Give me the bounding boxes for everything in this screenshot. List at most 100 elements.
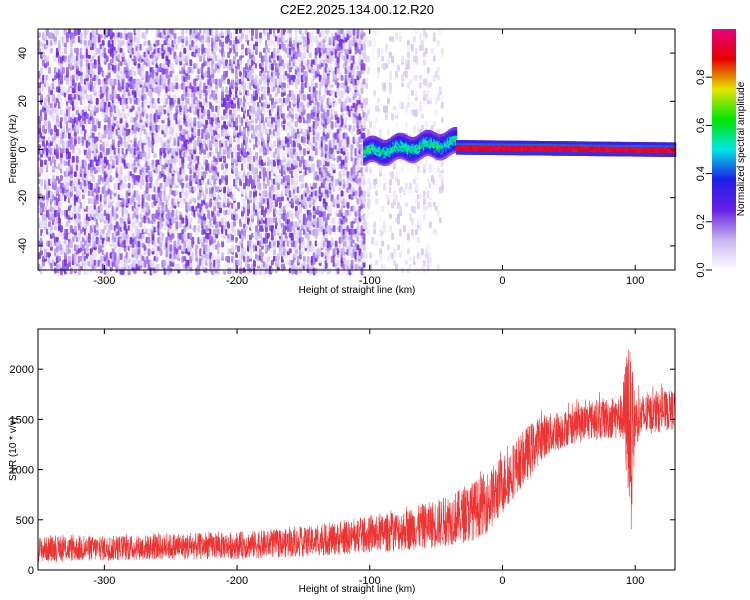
spectrogram-cell: [57, 240, 61, 247]
spectrogram-cell: [119, 136, 123, 145]
spectrogram-cell: [53, 36, 57, 42]
spectrogram-cell: [155, 178, 159, 187]
spectrogram-cell: [217, 128, 221, 135]
spectrogram-cell: [125, 209, 129, 216]
spectrogram-cell: [171, 63, 175, 71]
spectrogram-cell: [143, 32, 147, 40]
spectrogram-cell: [207, 244, 211, 252]
spectrogram-cell: [125, 28, 129, 34]
spectrogram-cell: [95, 74, 99, 81]
spectrogram-cell: [85, 244, 89, 252]
spectrogram-cell: [149, 90, 153, 98]
spectrogram-cell: [286, 175, 290, 183]
spectrogram-cell: [207, 109, 211, 117]
spectrogram-cell: [225, 163, 229, 169]
spectrogram-cell: [97, 167, 101, 173]
spectrogram-cell: [165, 97, 169, 105]
spectrogram-cell: [310, 151, 314, 157]
spectrogram-cell: [257, 140, 260, 146]
spectrogram-cell: [165, 67, 169, 73]
spectrogram-cell: [133, 90, 137, 99]
spectrogram-cell: [46, 55, 49, 63]
spectrogram-cell: [173, 94, 177, 101]
spectrogram-cell: [111, 171, 115, 178]
spectrogram-cell: [49, 47, 53, 54]
spectrogram-cell: [121, 51, 125, 58]
spectrogram-cell: [302, 148, 306, 156]
spectrogram-cell: [99, 28, 103, 35]
spectrogram-cell: [211, 105, 215, 113]
spectrogram-cell: [127, 186, 131, 193]
spectrogram-cell: [115, 213, 119, 219]
spectrogram-cell: [171, 209, 175, 218]
spectrogram-cell: [189, 59, 193, 67]
spectrogram-cell: [123, 59, 127, 66]
spectrogram-cell: [83, 186, 87, 194]
spectrogram-cell: [81, 194, 85, 200]
spectrogram-cell: [149, 175, 153, 183]
spectrogram-cell: [119, 117, 123, 124]
spectrogram-cell: [77, 190, 81, 197]
spectrogram-cell: [53, 178, 57, 186]
spectrogram-cell: [225, 175, 229, 183]
spectrogram-cell: [262, 86, 266, 95]
spectrogram-cell: [151, 182, 155, 189]
spectrogram-cell: [69, 190, 73, 198]
spectrogram-cell: [169, 244, 173, 252]
spectrogram-cell: [137, 240, 141, 248]
spectrogram-cell: [105, 55, 109, 63]
spectrogram-cell: [49, 225, 53, 231]
spectrogram-cell: [193, 186, 197, 192]
spectrogram-cell: [79, 74, 83, 82]
spectrogram-cell: [97, 78, 101, 86]
spectrogram-cell: [141, 43, 145, 52]
spectrogram-cell: [193, 198, 197, 204]
spectrogram-cell: [113, 236, 117, 243]
spectrogram-cell: [243, 82, 246, 91]
spectrogram-cell: [243, 240, 246, 249]
spectrogram-cell: [73, 178, 77, 185]
spectrogram-cell: [221, 86, 225, 92]
spectrogram-cell: [255, 151, 258, 160]
spectrogram-cell: [95, 97, 99, 105]
spectrogram-cell: [278, 74, 282, 82]
spectrogram-cell: [147, 194, 151, 202]
spectrogram-cell: [133, 55, 137, 63]
spectrogram-cell: [225, 70, 229, 78]
spectrogram-cell: [73, 171, 77, 178]
spectrogram-cell: [137, 194, 141, 202]
spectrogram-cell: [147, 40, 151, 46]
spectrogram-cell: [55, 97, 59, 103]
spectrogram-cell: [223, 186, 227, 194]
spectrogram-cell: [141, 232, 145, 239]
spectrogram-cell: [95, 198, 99, 205]
spectrogram-cell: [147, 236, 151, 244]
spectrogram-cell: [163, 109, 167, 115]
spectrogram-cell: [119, 32, 123, 39]
spectrogram-cell: [143, 40, 147, 47]
spectrogram-cell: [49, 128, 53, 136]
spectrogram-cell: [149, 28, 153, 36]
spectrogram-cell: [111, 32, 115, 38]
spectrogram-cell: [245, 136, 248, 144]
spectrogram-cell: [40, 67, 43, 75]
spectrogram-cell: [55, 151, 59, 160]
spectrogram-cell: [231, 244, 235, 253]
spectrogram-cell: [266, 252, 270, 258]
spectrogram-cell: [155, 132, 159, 138]
spectrogram-cell: [137, 63, 141, 69]
spectrogram-cell: [48, 74, 51, 81]
spectrogram-cell: [85, 113, 89, 120]
spectrogram-cell: [40, 167, 43, 174]
spectrogram-cell: [127, 252, 131, 260]
spectrogram-cell: [77, 148, 81, 155]
spectrogram-cell: [67, 248, 71, 254]
spectrogram-cell: [159, 248, 163, 256]
spectrogram-cell: [157, 28, 161, 34]
spectrogram-cell: [141, 255, 145, 262]
spectrogram-cell: [145, 70, 149, 77]
spectrogram-cell: [67, 255, 71, 263]
spectrogram-cell: [107, 101, 111, 108]
spectrogram-cell: [89, 105, 93, 111]
spectrogram-cell: [235, 213, 239, 221]
